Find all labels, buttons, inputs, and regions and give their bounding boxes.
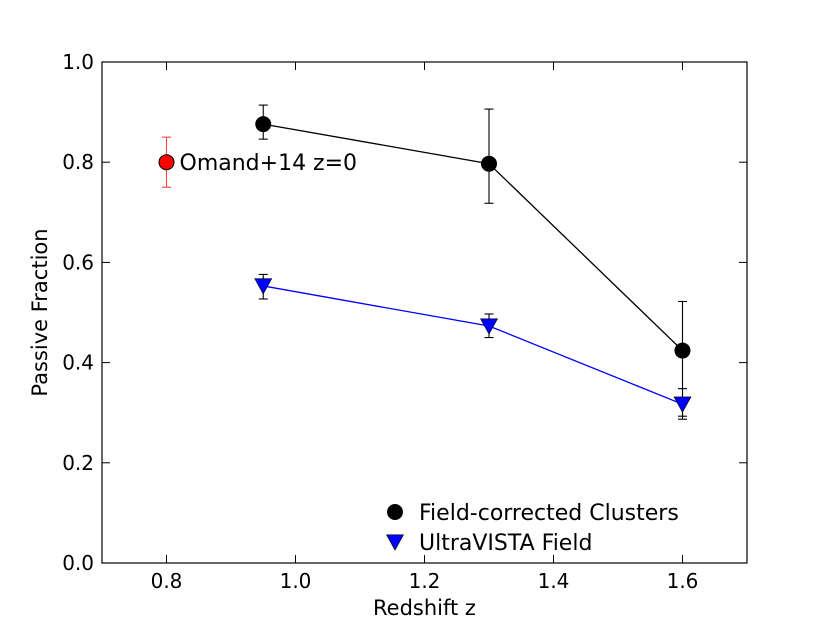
x-axis-label: Redshift z bbox=[373, 596, 476, 620]
y-axis-label: Passive Fraction bbox=[28, 228, 52, 396]
x-tick-label: 0.8 bbox=[151, 569, 183, 593]
data-point bbox=[673, 396, 692, 413]
data-point bbox=[674, 342, 691, 359]
data-point bbox=[255, 116, 272, 133]
legend: Field-corrected Clusters UltraVISTA Field bbox=[385, 501, 679, 556]
x-tick-label: 1.4 bbox=[538, 569, 570, 593]
x-tick-label: 1.0 bbox=[280, 569, 312, 593]
plot-content: Omand+14 z=0 bbox=[158, 104, 692, 420]
y-tick-label: 0.8 bbox=[62, 150, 94, 174]
series-line bbox=[263, 285, 683, 405]
annotation-label: Omand+14 z=0 bbox=[180, 151, 358, 176]
legend-marker bbox=[385, 534, 405, 551]
legend-label: Field-corrected Clusters bbox=[419, 501, 679, 526]
y-tick-label: 0.2 bbox=[62, 451, 94, 475]
data-point bbox=[254, 278, 273, 295]
data-point bbox=[479, 318, 499, 335]
legend-marker bbox=[387, 504, 403, 520]
y-tick-label: 0.6 bbox=[62, 250, 94, 274]
axis-ticks: 0.8 1.0 1.2 1.4 1.6 0.0 0.2 0.4 0.6 0.8 1.0 bbox=[62, 50, 747, 593]
y-tick-label: 0.0 bbox=[62, 551, 94, 575]
legend-label: UltraVISTA Field bbox=[419, 531, 592, 556]
annotation-point bbox=[158, 154, 175, 171]
data-point bbox=[481, 155, 497, 172]
y-tick-label: 1.0 bbox=[62, 50, 94, 74]
x-tick-label: 1.6 bbox=[667, 569, 699, 593]
x-tick-label: 1.2 bbox=[409, 569, 441, 593]
plot-frame bbox=[101, 61, 748, 564]
y-tick-label: 0.4 bbox=[62, 351, 94, 375]
